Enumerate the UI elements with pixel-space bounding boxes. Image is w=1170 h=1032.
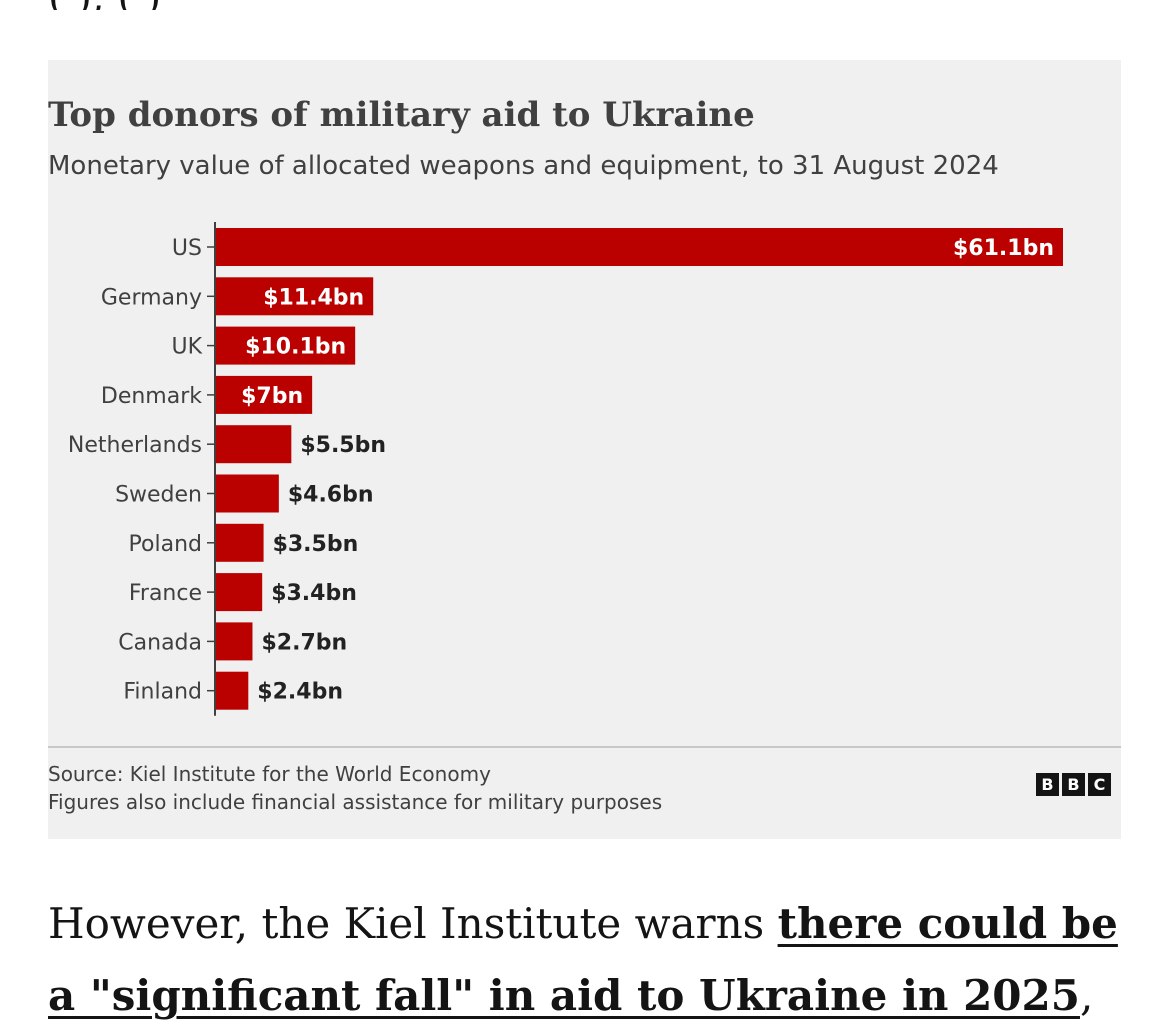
bar-value-label: $4.6bn — [288, 483, 374, 508]
chart-title: Top donors of military aid to Ukraine — [48, 95, 755, 135]
bar — [216, 523, 264, 562]
category-label: UK — [171, 335, 202, 360]
bbc-logo-letter: B — [1036, 773, 1059, 796]
bbc-logo-letter: C — [1088, 773, 1111, 796]
bar-value-label: $2.7bn — [261, 630, 347, 655]
chart-source: Source: Kiel Institute for the World Eco… — [48, 762, 491, 786]
bar — [216, 622, 253, 661]
category-label: Netherlands — [68, 433, 202, 458]
article-link[interactable]: there could be a "significant fall" in a… — [48, 899, 1118, 1020]
bbc-logo-letter: B — [1062, 773, 1085, 796]
chart-note: Figures also include financial assistanc… — [48, 790, 663, 814]
bar-value-label: $3.4bn — [271, 581, 357, 606]
article-paragraph: However, the Kiel Institute warns there … — [48, 888, 1128, 1032]
bar-value-label: $61.1bn — [953, 236, 1054, 261]
article-text: However, the Kiel Institute warns — [48, 899, 778, 948]
bar — [216, 277, 374, 316]
bar — [216, 671, 249, 710]
bar-value-label: $10.1bn — [245, 335, 346, 360]
category-label: France — [129, 581, 202, 606]
previous-paragraph-fragment: ( ), ( ) — [48, 0, 1118, 10]
bar — [216, 326, 356, 365]
bar-value-label: $11.4bn — [263, 285, 364, 310]
bar — [216, 228, 1063, 266]
category-label: Germany — [101, 285, 202, 310]
category-label: US — [172, 236, 202, 261]
bar-value-label: $2.4bn — [257, 680, 343, 705]
category-label: Poland — [129, 532, 202, 557]
bar — [216, 375, 313, 414]
bar-value-label: $5.5bn — [300, 433, 386, 458]
category-label: Finland — [123, 680, 202, 705]
bar — [216, 573, 263, 612]
chart-subtitle: Monetary value of allocated weapons and … — [48, 151, 999, 181]
category-label: Sweden — [115, 483, 202, 508]
bar — [216, 425, 292, 464]
article-text-end: , — [1079, 971, 1094, 1020]
bar — [216, 474, 279, 513]
category-label: Denmark — [101, 384, 202, 409]
bar-value-label: $3.5bn — [273, 532, 359, 557]
category-label: Canada — [118, 630, 202, 655]
footer-divider — [48, 746, 1121, 748]
bbc-logo: B B C — [1036, 773, 1111, 796]
bar-value-label: $7bn — [241, 384, 303, 409]
